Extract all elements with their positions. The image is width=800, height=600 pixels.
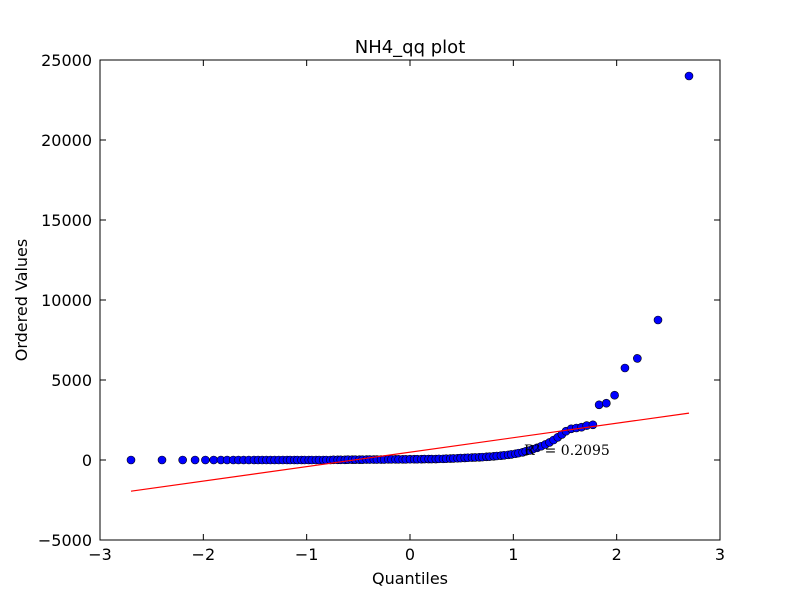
data-point — [209, 455, 218, 465]
x-tick-label: −3 — [88, 545, 112, 564]
data-point — [684, 71, 694, 81]
x-tick-label: −2 — [192, 545, 216, 564]
data-point — [620, 363, 630, 373]
data-point — [588, 420, 598, 430]
y-axis-label: Ordered Values — [12, 239, 31, 361]
x-tick-label: 2 — [612, 545, 622, 564]
data-point — [190, 455, 200, 465]
data-point — [201, 455, 210, 465]
y-tick-label: 25000 — [41, 51, 92, 70]
y-tick-label: 10000 — [41, 291, 92, 310]
y-tick-label: 5000 — [51, 371, 92, 390]
data-point — [610, 390, 619, 400]
data-point — [126, 455, 136, 465]
data-point — [594, 400, 604, 410]
y-tick-label: 0 — [82, 451, 92, 470]
x-tick-label: 0 — [405, 545, 415, 564]
chart-title: NH4_qq plot — [355, 37, 466, 58]
x-axis-label: Quantiles — [372, 569, 448, 588]
data-points — [126, 71, 694, 465]
axis-ticks: −3 −2 −1 0 1 2 3 −5000 0 5000 10000 15000 20000 25000 — [38, 51, 725, 564]
x-tick-label: −1 — [295, 545, 319, 564]
fit-line — [130, 412, 690, 492]
data-point — [602, 398, 611, 408]
y-tick-label: 20000 — [41, 131, 92, 150]
x-tick-label: 3 — [715, 545, 725, 564]
y-tick-label: 15000 — [41, 211, 92, 230]
r-squared-annotation: R² = 0.2095 — [524, 443, 610, 459]
data-point — [157, 455, 167, 465]
fit-line-group — [130, 412, 690, 492]
data-point — [633, 354, 642, 363]
data-point — [653, 315, 663, 325]
x-tick-label: 1 — [508, 545, 518, 564]
data-point — [178, 455, 187, 465]
y-tick-label: −5000 — [38, 531, 92, 550]
